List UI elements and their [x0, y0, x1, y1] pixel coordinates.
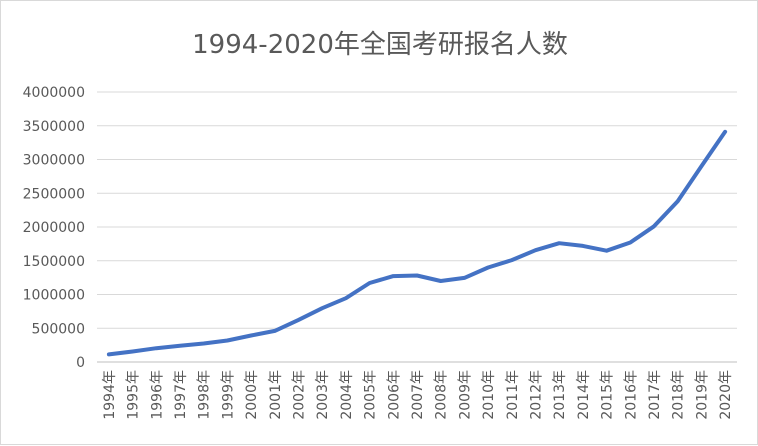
gridlines	[97, 91, 737, 329]
x-tick-label: 2001年	[268, 370, 284, 420]
y-tick-label: 500000	[32, 321, 85, 337]
x-tick-label: 2017年	[647, 370, 663, 420]
x-tick-label: 2012年	[529, 370, 545, 420]
y-tick-label: 0	[76, 355, 85, 371]
x-tick-label: 2020年	[718, 370, 734, 420]
y-tick-label: 1500000	[23, 254, 85, 270]
x-tick-label: 2018年	[671, 370, 687, 420]
x-tick-label: 2011年	[505, 370, 521, 420]
x-tick-label: 2002年	[291, 370, 307, 420]
y-axis-tick-labels: 0 500000 1000000 1500000 2000000 2500000 30000…	[23, 85, 85, 371]
x-tick-label: 1995年	[126, 370, 142, 420]
x-tick-label: 1994年	[102, 370, 118, 420]
x-tick-label: 1999年	[220, 370, 236, 420]
x-tick-label: 1997年	[173, 370, 189, 420]
chart-title: 1994-2020年全国考研报名人数	[192, 30, 568, 60]
x-axis-tick-labels: 1994年 1995年 1996年 1997年 1998年 1999年 2000年 2001年…	[102, 370, 734, 420]
y-tick-label: 3000000	[23, 153, 85, 169]
x-tick-label: 2019年	[694, 370, 710, 420]
x-tick-label: 1996年	[149, 370, 165, 420]
x-tick-label: 2006年	[386, 370, 402, 420]
series-lines	[106, 129, 728, 357]
x-tick-label: 2016年	[623, 370, 639, 420]
x-tick-label: 2013年	[552, 370, 568, 420]
x-tick-label: 2015年	[600, 370, 616, 420]
x-tick-label: 1998年	[197, 370, 213, 420]
y-tick-label: 4000000	[23, 85, 85, 101]
x-tick-label: 2007年	[410, 370, 426, 420]
x-tick-label: 2000年	[244, 370, 260, 420]
x-tick-label: 2014年	[576, 370, 592, 420]
x-tick-label: 2003年	[315, 370, 331, 420]
y-tick-label: 3500000	[23, 119, 85, 135]
x-tick-label: 2009年	[457, 370, 473, 420]
x-tick-label: 2005年	[363, 370, 379, 420]
y-tick-label: 2500000	[23, 186, 85, 202]
x-tick-label: 2004年	[339, 370, 355, 420]
x-tick-label: 2008年	[434, 370, 450, 420]
series-line	[106, 129, 728, 357]
y-tick-label: 2000000	[23, 220, 85, 236]
x-tick-label: 2010年	[481, 370, 497, 420]
y-tick-label: 1000000	[23, 288, 85, 304]
